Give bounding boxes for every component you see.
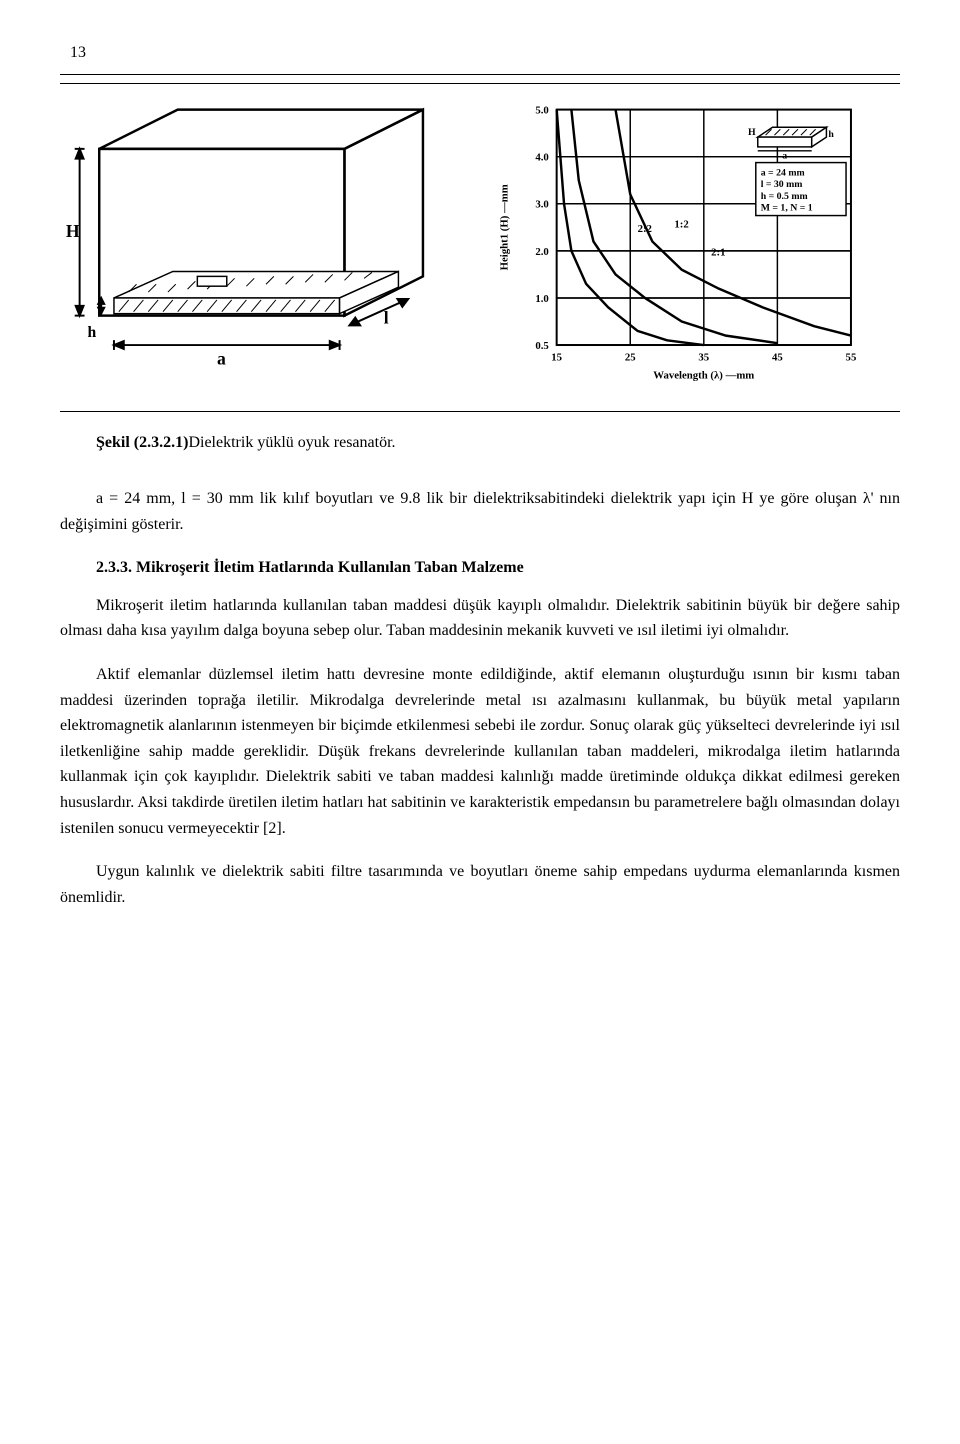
svg-text:45: 45 — [772, 351, 783, 363]
svg-text:1:2: 1:2 — [674, 218, 688, 230]
svg-text:h: h — [828, 129, 834, 140]
svg-text:H: H — [748, 127, 756, 138]
caption-prefix: Şekil (2.3.2.1) — [96, 434, 188, 451]
svg-text:Wavelength (λ) —mm: Wavelength (λ) —mm — [653, 369, 754, 381]
svg-text:55: 55 — [846, 351, 857, 363]
resonator-diagram: H — [60, 90, 472, 384]
svg-text:25: 25 — [625, 351, 636, 363]
para-2: Aktif elemanlar düzlemsel iletim hattı d… — [60, 662, 900, 841]
caption-rest: Dielektrik yüklü oyuk resanatör. — [188, 434, 395, 451]
svg-text:M = 1, N = 1: M = 1, N = 1 — [761, 202, 813, 213]
svg-text:a = 24 mm: a = 24 mm — [761, 167, 805, 178]
figure-row: H — [60, 90, 900, 404]
height-wavelength-chart: 15253545550.51.02.03.04.05.02:21:22:1Wav… — [488, 90, 900, 404]
section-number: 2.3.3. — [96, 559, 132, 576]
svg-text:15: 15 — [551, 351, 562, 363]
label-H: H — [66, 221, 80, 241]
figure-top-rule-inner — [60, 83, 900, 84]
svg-text:a: a — [782, 150, 787, 161]
figure-caption: Şekil (2.3.2.1)Dielektrik yüklü oyuk res… — [60, 430, 900, 456]
para-3: Uygun kalınlık ve dielektrik sabiti filt… — [60, 859, 900, 910]
para-1: Mikroşerit iletim hatlarında kullanılan … — [60, 593, 900, 644]
section-heading: 2.3.3. Mikroşerit İletim Hatlarında Kull… — [60, 555, 900, 581]
caption-line2: a = 24 mm, l = 30 mm lik kılıf boyutları… — [60, 486, 900, 537]
label-l: l — [384, 307, 389, 327]
chart-svg: 15253545550.51.02.03.04.05.02:21:22:1Wav… — [488, 90, 900, 404]
svg-text:2.0: 2.0 — [535, 245, 548, 257]
label-h: h — [87, 324, 96, 341]
svg-text:35: 35 — [698, 351, 709, 363]
svg-text:1.0: 1.0 — [535, 292, 548, 304]
resonator-svg: H — [60, 90, 472, 384]
section-title: Mikroşerit İletim Hatlarında Kullanılan … — [136, 559, 524, 576]
svg-text:2:1: 2:1 — [711, 246, 725, 258]
svg-text:5.0: 5.0 — [535, 104, 548, 116]
svg-text:3.0: 3.0 — [535, 198, 548, 210]
label-a: a — [217, 348, 226, 368]
svg-text:0.5: 0.5 — [535, 340, 548, 352]
svg-text:Height1 (H) —mm: Height1 (H) —mm — [499, 184, 511, 270]
svg-text:l = 30 mm: l = 30 mm — [761, 179, 803, 190]
page-number: 13 — [70, 40, 900, 66]
svg-text:h = 0.5 mm: h = 0.5 mm — [761, 190, 808, 201]
figure-frame: H — [60, 74, 900, 413]
svg-text:4.0: 4.0 — [535, 151, 548, 163]
